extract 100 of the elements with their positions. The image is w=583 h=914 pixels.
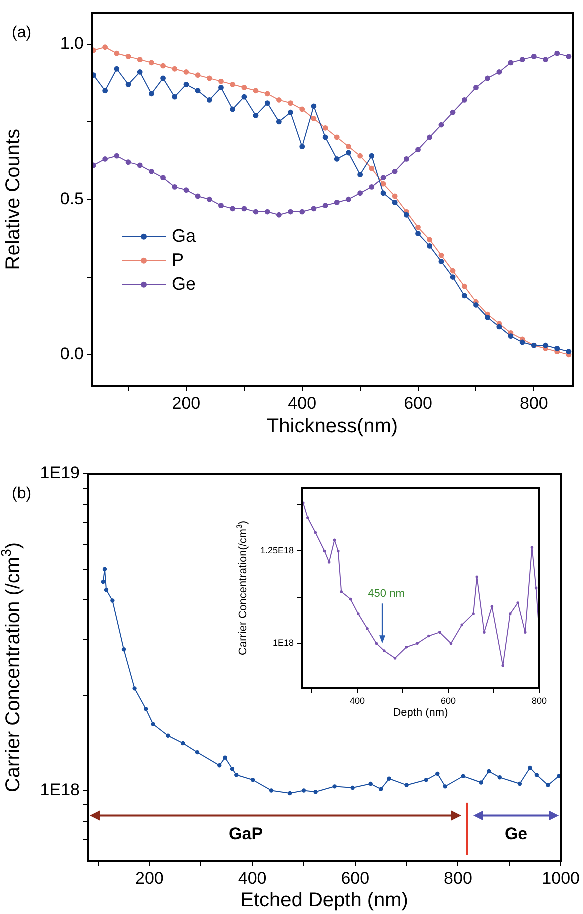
- point: [438, 252, 444, 258]
- x-axis-title: Depth (nm): [393, 706, 448, 719]
- point: [546, 783, 550, 788]
- point: [334, 200, 340, 206]
- x-tick-label: 200: [136, 868, 164, 888]
- point: [223, 756, 228, 760]
- text: (b): [12, 485, 32, 502]
- point: [416, 224, 421, 230]
- x-tick-label: 600: [341, 868, 370, 888]
- point: [172, 94, 178, 100]
- point: [148, 168, 154, 174]
- point: [195, 750, 200, 755]
- point: [554, 50, 560, 56]
- point: [122, 647, 126, 652]
- point: [234, 773, 239, 778]
- point: [206, 97, 212, 103]
- point: [438, 259, 444, 264]
- point: [520, 57, 526, 62]
- point: [253, 113, 259, 118]
- point: [172, 66, 178, 72]
- point: [288, 110, 294, 116]
- point: [358, 172, 364, 178]
- point: [144, 707, 148, 712]
- point: [137, 70, 143, 75]
- x-tick-label: 1000: [542, 868, 580, 888]
- point: [379, 787, 384, 792]
- point: [496, 324, 502, 330]
- point: [181, 741, 186, 746]
- point: [114, 66, 120, 72]
- point: [126, 160, 132, 166]
- point: [416, 147, 421, 153]
- point: [531, 54, 537, 60]
- text: (a): [12, 24, 32, 42]
- point: [114, 153, 120, 159]
- point: [369, 166, 375, 172]
- x-tick-label: 800: [444, 868, 472, 888]
- point: [528, 766, 532, 770]
- point: [566, 54, 572, 60]
- point: [110, 598, 115, 603]
- point: [485, 76, 491, 82]
- point: [369, 184, 375, 190]
- point: [369, 153, 375, 159]
- y-tick-label: 1.0: [60, 34, 84, 53]
- point: [132, 686, 137, 691]
- point: [102, 156, 108, 162]
- x-tick-label: 800: [520, 394, 548, 413]
- point: [554, 346, 560, 352]
- y-tick-label: 0.5: [60, 189, 84, 208]
- point: [102, 44, 108, 50]
- point: [276, 97, 282, 103]
- x-tick-label: 200: [172, 394, 201, 413]
- y-axis-title: Relative Counts: [2, 129, 25, 270]
- point: [172, 184, 178, 190]
- point: [392, 200, 398, 206]
- x-tick-label: 400: [238, 868, 267, 888]
- y-tick-label: 1E18: [272, 638, 294, 648]
- point: [334, 156, 340, 162]
- point: [148, 91, 154, 97]
- point: [137, 162, 143, 168]
- point: [368, 782, 373, 786]
- point: [311, 206, 317, 212]
- point: [242, 94, 248, 100]
- point: [346, 144, 352, 150]
- point: [288, 791, 292, 796]
- point: [487, 769, 492, 774]
- point: [166, 734, 170, 738]
- y-axis-title: Carrier Concentration (/cm3): [0, 542, 25, 793]
- point: [137, 57, 143, 62]
- point: [276, 119, 282, 125]
- point: [387, 776, 392, 781]
- y-tick-label: 1E19: [40, 464, 80, 483]
- point: [358, 153, 364, 159]
- point: [102, 88, 108, 94]
- point: [160, 175, 166, 181]
- point: [566, 349, 572, 355]
- point: [450, 268, 456, 274]
- point: [114, 50, 120, 56]
- point: [450, 274, 456, 280]
- point: [126, 54, 132, 60]
- point: [322, 125, 328, 131]
- point: [253, 88, 259, 94]
- point: [392, 168, 398, 174]
- point: [358, 190, 364, 196]
- point: [230, 206, 236, 212]
- point: [427, 244, 433, 249]
- x-tick-label: 400: [288, 394, 317, 413]
- point: [380, 175, 386, 181]
- point: [543, 342, 548, 348]
- point: [288, 209, 294, 215]
- point: [392, 194, 398, 200]
- point: [288, 100, 294, 106]
- annotation: Ge: [504, 824, 528, 844]
- point: [195, 72, 201, 78]
- point: [462, 293, 468, 299]
- point: [462, 97, 468, 103]
- annotation: 450 nm: [368, 588, 405, 600]
- x-tick-label: 600: [404, 394, 432, 413]
- point: [350, 786, 355, 790]
- point: [404, 212, 410, 218]
- point: [462, 284, 468, 290]
